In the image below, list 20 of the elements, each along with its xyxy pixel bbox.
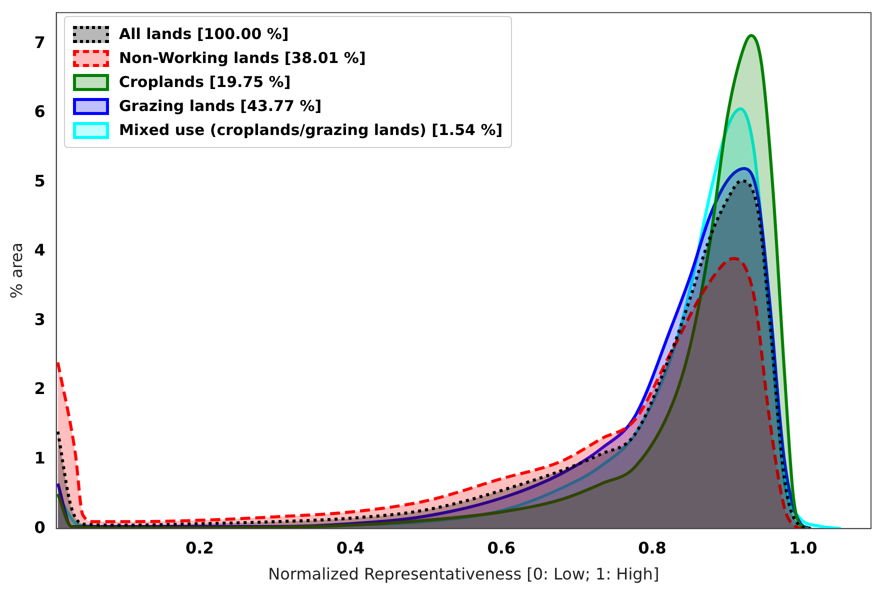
x-axis-title: Normalized Representativeness [0: Low; 1: High] (268, 564, 660, 584)
legend-label: All lands [100.00 %] (119, 24, 289, 45)
y-tick-label: 0 (34, 518, 46, 537)
y-tick-label: 7 (34, 32, 46, 52)
legend-label: Non-Working lands [38.01 %] (119, 48, 366, 69)
x-tick-label: 0.8 (638, 538, 666, 558)
x-tick-label: 1.0 (788, 538, 818, 558)
x-tick-label: 0.6 (487, 538, 516, 558)
legend-label: Grazing lands [43.77 %] (119, 96, 322, 117)
legend-label: Mixed use (croplands/grazing lands) [1.54 %] (119, 120, 503, 141)
y-tick-label: 6 (34, 102, 46, 122)
y-tick-label: 2 (34, 379, 46, 398)
x-tick-label: 0.2 (185, 538, 214, 558)
legend-label: Croplands [19.75 %] (119, 72, 291, 93)
y-axis-title: % area (6, 242, 26, 299)
y-tick-label: 4 (34, 240, 46, 260)
x-tick-label: 0.4 (336, 538, 365, 558)
y-tick-label: 5 (34, 171, 46, 190)
y-tick-label: 1 (34, 448, 46, 468)
y-tick-label: 3 (34, 310, 46, 329)
